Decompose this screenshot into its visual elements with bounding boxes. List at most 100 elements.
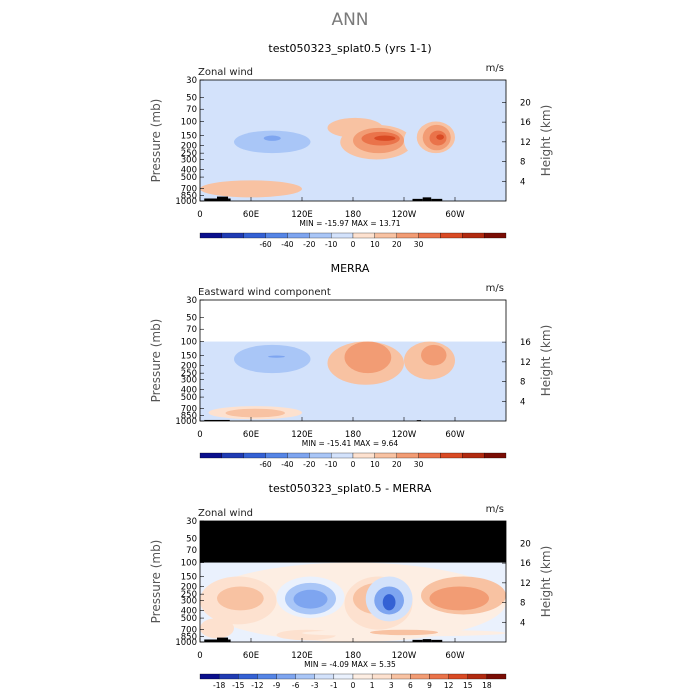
min-max-stats: MIN = -15.97 MAX = 13.71 bbox=[299, 219, 400, 228]
colorbar-label: 6 bbox=[408, 681, 413, 690]
colorbar-label: 0 bbox=[351, 681, 356, 690]
topography-mask bbox=[204, 639, 217, 642]
topography-mask bbox=[431, 198, 443, 201]
colorbar-swatch bbox=[265, 452, 288, 459]
colorbar-swatch bbox=[287, 232, 310, 239]
colorbar-swatch bbox=[295, 673, 315, 680]
y-tick-label: 100 bbox=[181, 118, 197, 128]
field-layer bbox=[200, 300, 506, 421]
y-tick-label: 250 bbox=[181, 369, 197, 379]
topography-mask bbox=[204, 419, 230, 421]
x-tick-label: 60W bbox=[445, 430, 465, 440]
y2-tick-label: 8 bbox=[520, 599, 525, 609]
colorbar-label: 0 bbox=[351, 240, 356, 249]
x-tick-label: 120W bbox=[392, 430, 417, 440]
field-contour-region bbox=[344, 341, 392, 374]
colorbar-label: -10 bbox=[325, 240, 337, 249]
y-tick-label: 700 bbox=[181, 405, 197, 415]
colorbar-swatch bbox=[448, 673, 468, 680]
x-tick-label: 120W bbox=[392, 210, 417, 220]
y-tick-label: 500 bbox=[181, 173, 197, 183]
colorbar-label: -60 bbox=[259, 460, 271, 469]
y-tick-label: 200 bbox=[181, 361, 197, 371]
y-axis-label: Pressure (mb) bbox=[149, 540, 163, 624]
colorbar-swatch bbox=[483, 452, 507, 459]
y-tick-label: 400 bbox=[181, 606, 197, 616]
field-contour-region bbox=[200, 618, 234, 639]
min-max-stats: MIN = -4.09 MAX = 5.35 bbox=[304, 660, 396, 669]
colorbar-label: -40 bbox=[281, 240, 293, 249]
field-contour-region bbox=[263, 135, 281, 141]
topography-mask bbox=[228, 639, 231, 642]
colorbar-swatch bbox=[391, 673, 411, 680]
y2-tick-label: 12 bbox=[520, 358, 531, 368]
y-tick-label: 30 bbox=[186, 517, 197, 527]
colorbar-label: -20 bbox=[303, 240, 315, 249]
colorbar-label: -6 bbox=[292, 681, 300, 690]
topography-mask bbox=[412, 198, 423, 201]
panel-title: test050323_splat0.5 (yrs 1-1) bbox=[268, 42, 431, 55]
colorbar-swatch bbox=[330, 452, 354, 459]
colorbar-label: -3 bbox=[311, 681, 319, 690]
colorbar-swatch bbox=[309, 232, 332, 239]
y-tick-label: 200 bbox=[181, 141, 197, 151]
field-layer bbox=[200, 521, 506, 642]
colorbar-swatch bbox=[371, 673, 392, 680]
colorbar-swatch bbox=[396, 452, 419, 459]
y-tick-label: 150 bbox=[181, 132, 197, 142]
panel-variable-label: Zonal wind bbox=[198, 67, 253, 78]
y2-tick-label: 20 bbox=[520, 98, 531, 108]
colorbar-swatch bbox=[199, 232, 223, 239]
x-tick-label: 60W bbox=[445, 651, 465, 661]
colorbar-swatch bbox=[199, 452, 223, 459]
colorbar-label: 30 bbox=[414, 240, 424, 249]
y-tick-label: 400 bbox=[181, 165, 197, 175]
colorbar-swatch bbox=[462, 452, 485, 459]
y-tick-label: 1000 bbox=[175, 417, 197, 427]
y-tick-label: 1000 bbox=[175, 197, 197, 207]
field-layer bbox=[200, 117, 455, 201]
colorbar-label: -10 bbox=[325, 460, 337, 469]
x-tick-label: 0 bbox=[197, 210, 202, 220]
y-tick-label: 50 bbox=[186, 535, 197, 545]
colorbar-label: 20 bbox=[392, 460, 402, 469]
topography-mask bbox=[422, 197, 432, 201]
field-contour-region bbox=[225, 408, 285, 418]
topography-mask bbox=[217, 196, 229, 201]
field-contour-region bbox=[293, 589, 328, 609]
y2-tick-label: 4 bbox=[520, 177, 525, 187]
colorbar-label: 18 bbox=[482, 681, 492, 690]
x-tick-label: 180 bbox=[345, 430, 361, 440]
field-contour-region bbox=[217, 586, 264, 611]
y2-tick-label: 12 bbox=[520, 138, 531, 148]
masked-region bbox=[200, 300, 506, 342]
topography-mask bbox=[228, 198, 231, 201]
colorbar-label: 1 bbox=[370, 681, 375, 690]
colorbar-label: -18 bbox=[213, 681, 225, 690]
colorbar-label: -12 bbox=[251, 681, 263, 690]
y2-tick-label: 16 bbox=[520, 559, 531, 569]
y-tick-label: 1000 bbox=[175, 638, 197, 648]
y-tick-label: 850 bbox=[181, 632, 197, 642]
field-contour-region bbox=[200, 180, 302, 198]
colorbar-swatch bbox=[352, 232, 376, 239]
colorbar-swatch bbox=[221, 232, 244, 239]
y-tick-label: 700 bbox=[181, 185, 197, 195]
x-tick-label: 120W bbox=[392, 651, 417, 661]
colorbar-swatch bbox=[374, 452, 397, 459]
colorbar-swatch bbox=[218, 673, 239, 680]
colorbar-swatch bbox=[330, 232, 354, 239]
colorbar-label: 15 bbox=[463, 681, 473, 690]
topography-mask bbox=[412, 639, 423, 642]
field-contour-region bbox=[370, 629, 438, 636]
colorbar-swatch bbox=[199, 673, 220, 680]
y-tick-label: 100 bbox=[181, 338, 197, 348]
colorbar-label: 3 bbox=[389, 681, 394, 690]
page-title: ANN bbox=[331, 10, 369, 30]
colorbar-label: -9 bbox=[273, 681, 281, 690]
y-tick-label: 200 bbox=[181, 582, 197, 592]
y2-tick-label: 16 bbox=[520, 338, 531, 348]
y-tick-label: 30 bbox=[186, 296, 197, 306]
y-tick-label: 100 bbox=[181, 559, 197, 569]
